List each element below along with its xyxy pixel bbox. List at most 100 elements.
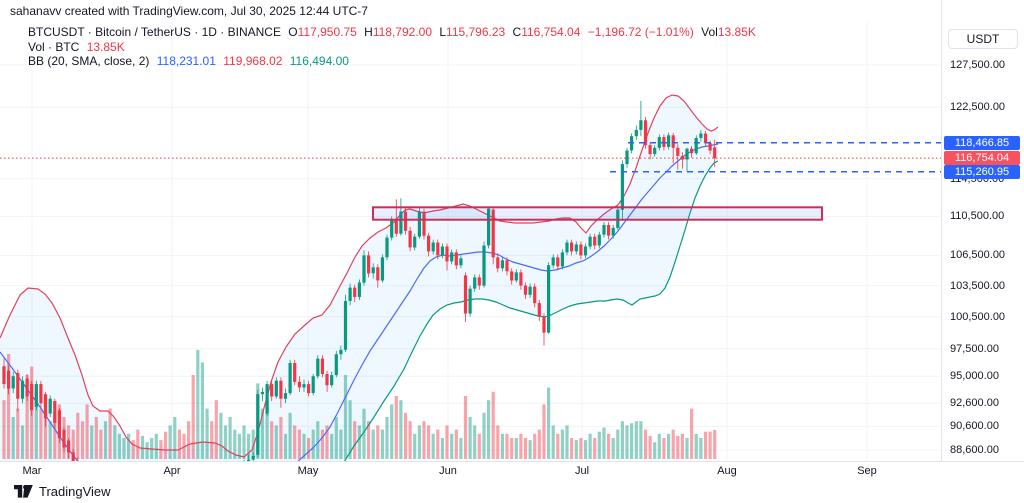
volume-bar [625, 425, 629, 459]
volume-bar [302, 433, 306, 459]
chart-canvas[interactable] [0, 0, 941, 461]
candle-body [560, 252, 564, 267]
volume-bar [482, 412, 486, 459]
volume-bar [537, 429, 541, 459]
price-label: 115,260.95 [944, 164, 1020, 179]
candle-body [302, 384, 306, 388]
volume-bar [523, 438, 528, 459]
candle-body [519, 272, 523, 286]
volume-bar [228, 417, 232, 459]
price-tick: 127,500.00 [950, 59, 1006, 71]
volume-bar [293, 425, 297, 459]
volume-bar [233, 429, 237, 459]
price-axis[interactable]: USDT 127,500.00 122,500.00 114,500.00 110,5… [941, 0, 1024, 461]
price-tick: 88,600.00 [950, 444, 999, 456]
candle-body [20, 380, 25, 399]
volume-bar [71, 429, 75, 459]
candle-body [500, 260, 504, 269]
candle-body [283, 393, 288, 399]
volume-bar [94, 417, 98, 459]
volume-bar [219, 412, 223, 459]
volume-bar [145, 442, 149, 459]
volume-bar [122, 438, 126, 459]
volume-bar [671, 429, 675, 459]
candle-body [703, 133, 708, 144]
candle-body [542, 316, 546, 333]
volume-bar [376, 425, 380, 459]
volume-bar [187, 421, 191, 459]
time-axis-label: Aug [717, 465, 737, 477]
candle-body [625, 150, 629, 165]
volume-bar [427, 425, 431, 459]
chart-pane[interactable]: sahanavv created with TradingView.com, J… [0, 0, 941, 461]
volume-bar [703, 431, 708, 459]
time-axis[interactable]: Mar Apr May Jun Jul Aug Sep [0, 461, 1024, 480]
candle-body [523, 285, 528, 295]
volume-bar [270, 421, 274, 459]
change-value: −1,196.72 (−1.01%) [587, 25, 694, 39]
volume-bar [630, 423, 634, 459]
volume-bar [556, 433, 560, 459]
volume-bar [394, 396, 398, 459]
volume-bar [597, 431, 601, 459]
candle-body [334, 354, 338, 376]
candle-body [510, 271, 514, 281]
legend-bb-row[interactable]: BB (20, SMA, close, 2) 118,231.01 119,96… [28, 54, 760, 69]
candle-body [565, 242, 569, 253]
volume-bar [43, 400, 48, 459]
candle-body [57, 410, 61, 439]
volume-row-label: Vol · BTC [28, 39, 80, 54]
candle-body [53, 401, 57, 423]
price-tick: 90,600.00 [950, 420, 999, 433]
rectangle-drawing[interactable] [372, 206, 823, 221]
volume-bar [417, 425, 421, 459]
candle-body [574, 244, 578, 252]
candle-body [247, 459, 251, 461]
candle-body [11, 376, 15, 389]
candle-body [454, 252, 458, 266]
candle-body [316, 358, 320, 377]
vol-label: Vol [701, 25, 718, 39]
candle-body [445, 246, 449, 262]
candle-body [403, 211, 408, 231]
volume-bar [200, 362, 204, 459]
bb-label: BB (20, SMA, close, 2) [28, 54, 150, 68]
legend-volume-row[interactable]: Vol · BTC 13.85K [28, 40, 760, 55]
volume-bar [583, 440, 588, 459]
candle-body [713, 147, 717, 159]
candle-body [533, 286, 537, 304]
time-axis-label: Jun [439, 465, 457, 477]
price-tick: 95,000.00 [950, 370, 999, 383]
volume-bar [639, 421, 643, 459]
tradingview-brand-text[interactable]: TradingView [39, 483, 111, 499]
volume-bar [113, 425, 117, 459]
low-label: L [439, 25, 447, 39]
candle-body [477, 277, 481, 286]
volume-bar [685, 438, 689, 459]
candle-body [579, 244, 583, 256]
low-value: 115,796.23 [446, 25, 506, 39]
candle-body [547, 265, 551, 333]
candle-body [311, 376, 315, 393]
tradingview-logo-icon[interactable] [14, 484, 33, 498]
candle-body [353, 287, 357, 297]
volume-bar [574, 440, 578, 459]
candle-body [274, 380, 278, 397]
candle-body [293, 363, 297, 382]
volume-bar [487, 400, 491, 459]
volume-bar [657, 433, 661, 459]
candle-body [288, 363, 292, 394]
volume-bar [528, 440, 532, 459]
volume-bar [362, 408, 366, 459]
price-tick: 97,500.00 [950, 342, 999, 355]
currency-toggle-button[interactable]: USDT [948, 29, 1018, 49]
candle-body [390, 219, 394, 238]
volume-bar [34, 391, 38, 459]
candle-body [16, 372, 20, 399]
candle-body [657, 137, 661, 148]
volume-bar [353, 421, 357, 459]
volume-bar [11, 417, 15, 459]
legend-symbol-row[interactable]: BTCUSDT · Bitcoin / TetherUS · 1D · BINA… [28, 25, 760, 40]
price-tick: 106,500.00 [950, 249, 1006, 262]
